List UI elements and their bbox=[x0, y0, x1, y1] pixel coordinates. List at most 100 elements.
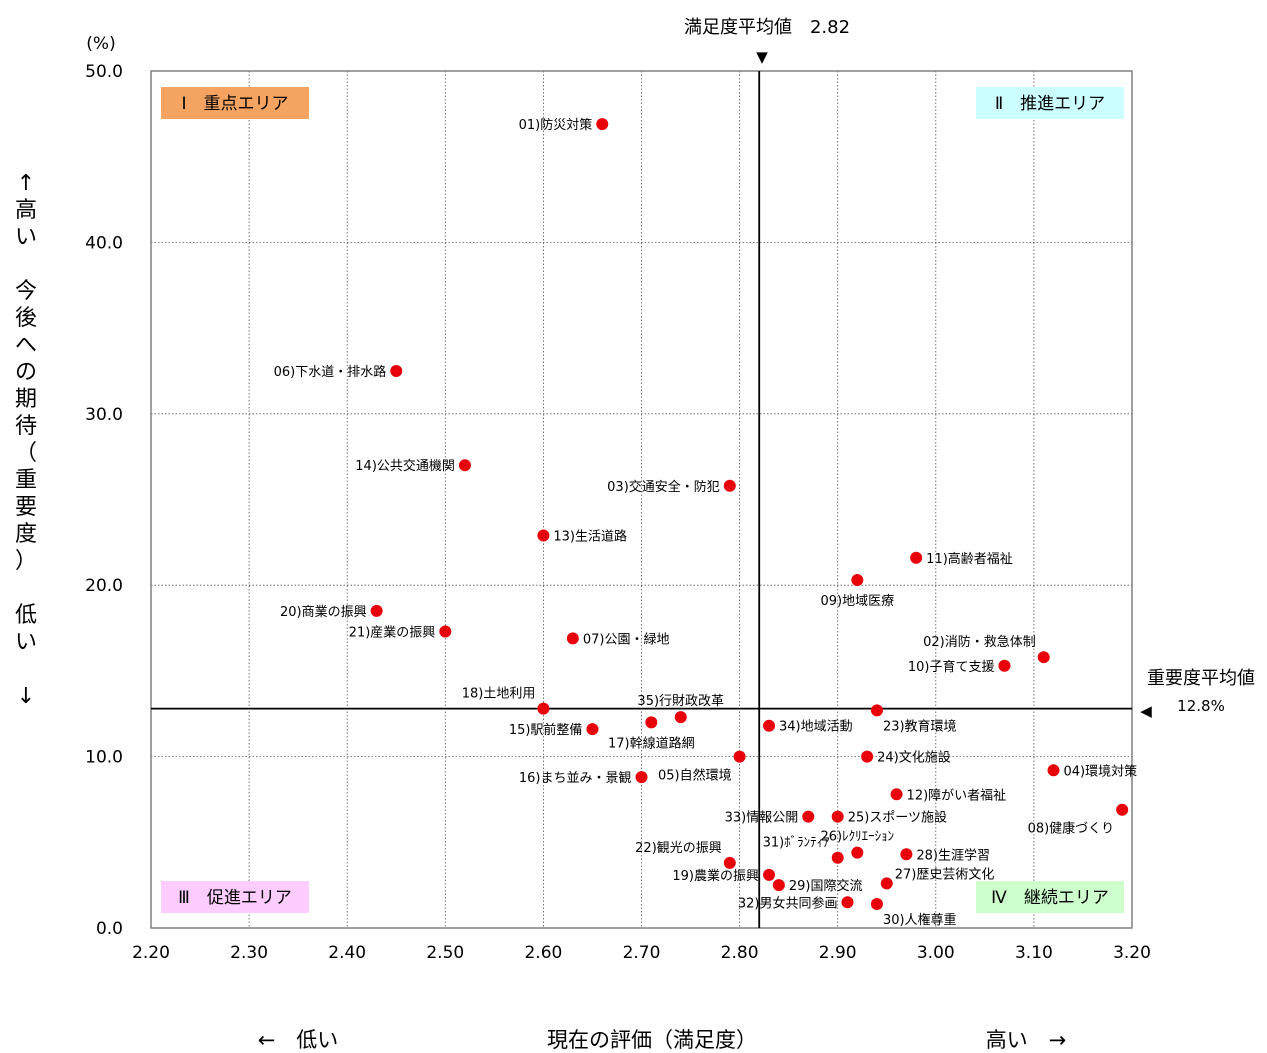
data-points bbox=[370, 118, 1129, 911]
data-point bbox=[674, 711, 687, 724]
data-point bbox=[851, 846, 864, 859]
data-point bbox=[537, 702, 550, 715]
data-point bbox=[861, 750, 874, 763]
point-label: 12)障がい者福祉 bbox=[907, 788, 1007, 803]
y-axis-title-char: 期 bbox=[15, 387, 37, 412]
data-point bbox=[390, 364, 403, 377]
point-label: 15)駅前整備 bbox=[509, 722, 583, 738]
mean-lines bbox=[151, 71, 1132, 928]
y-axis-title-char: 後 bbox=[15, 306, 37, 331]
quadrant-label: Ⅱ 推進エリア bbox=[995, 94, 1105, 114]
quadrant-label: Ⅰ 重点エリア bbox=[181, 94, 288, 114]
data-point bbox=[802, 810, 815, 823]
y-tick-label: 10.0 bbox=[85, 748, 123, 768]
data-point bbox=[733, 750, 746, 763]
x-axis-title: 現在の評価（満足度） bbox=[547, 1028, 757, 1052]
data-point bbox=[880, 877, 893, 890]
x-tick-label: 2.30 bbox=[230, 943, 268, 963]
point-label: 23)教育環境 bbox=[883, 718, 957, 734]
point-label: 09)地域医療 bbox=[821, 594, 895, 609]
data-point bbox=[870, 898, 883, 911]
point-label: 21)産業の振興 bbox=[349, 624, 436, 640]
y-axis-title-char: 低 bbox=[15, 603, 37, 628]
x-tick-label: 2.60 bbox=[524, 943, 562, 963]
mean-x-marker: ▼ bbox=[756, 48, 768, 66]
x-tick-label: 2.80 bbox=[721, 943, 759, 963]
data-point bbox=[831, 851, 844, 864]
grid-lines bbox=[151, 71, 1132, 928]
quadrant-box bbox=[976, 881, 1124, 913]
data-point bbox=[772, 879, 785, 892]
point-label: 24)文化施設 bbox=[877, 750, 951, 766]
data-point bbox=[458, 459, 471, 472]
plot-area-frame bbox=[150, 70, 1133, 929]
y-axis-title-char: ↓ bbox=[17, 684, 35, 709]
x-low-label: ← 低い bbox=[258, 1028, 339, 1052]
data-point bbox=[870, 704, 883, 717]
point-label: 01)防災対策 bbox=[519, 117, 593, 133]
point-label: 20)商業の振興 bbox=[280, 604, 367, 620]
point-label: 25)スポーツ施設 bbox=[848, 810, 947, 826]
data-point bbox=[831, 810, 844, 823]
data-point bbox=[370, 604, 383, 617]
point-label: 04)環境対策 bbox=[1064, 763, 1138, 779]
point-label: 10)子育て支援 bbox=[908, 659, 995, 675]
data-point bbox=[851, 574, 864, 587]
data-point bbox=[841, 896, 854, 909]
point-label: 13)生活道路 bbox=[553, 528, 627, 544]
point-label: 19)農業の振興 bbox=[672, 868, 759, 884]
y-tick-label: 50.0 bbox=[85, 62, 123, 82]
y-axis-title-char: 待 bbox=[15, 414, 37, 439]
point-label: 29)国際交流 bbox=[789, 878, 863, 894]
y-axis-title-char: 要 bbox=[15, 495, 37, 520]
mean-x-label: 満足度平均値 2.82 bbox=[684, 17, 850, 38]
data-point bbox=[1047, 764, 1060, 777]
point-label: 32)男女共同参画 bbox=[738, 895, 838, 911]
data-point bbox=[596, 118, 609, 131]
point-label: 26)ﾚｸﾘｴｰｼｮﾝ bbox=[821, 830, 895, 845]
data-point bbox=[723, 856, 736, 869]
y-tick-label: 40.0 bbox=[85, 233, 123, 253]
data-point bbox=[723, 479, 736, 492]
point-label: 16)まち並み・景観 bbox=[519, 771, 632, 786]
x-tick-labels: 2.20 2.30 2.40 2.50 2.60 2.70 2.80 2.90 3.00 3.10… bbox=[132, 943, 1151, 963]
x-tick-label: 2.40 bbox=[328, 943, 366, 963]
y-axis-title-char: （ bbox=[15, 441, 37, 466]
data-point bbox=[998, 659, 1011, 672]
quadrant-label: Ⅲ 促進エリア bbox=[178, 888, 292, 908]
x-tick-label: 2.70 bbox=[623, 943, 661, 963]
quadrant-labels: Ⅰ 重点エリア Ⅱ 推進エリア Ⅲ 促進エリア Ⅳ 継続エリア bbox=[161, 87, 1124, 913]
point-label: 28)生涯学習 bbox=[916, 847, 990, 863]
data-point bbox=[763, 868, 776, 881]
y-axis-title-char: へ bbox=[15, 333, 37, 358]
mean-y-label: 重要度平均値 bbox=[1147, 668, 1255, 689]
y-tick-label: 30.0 bbox=[85, 405, 123, 425]
data-point bbox=[763, 719, 776, 732]
data-point bbox=[537, 529, 550, 542]
x-tick-label: 2.90 bbox=[819, 943, 857, 963]
point-label: 11)高齢者福祉 bbox=[926, 551, 1013, 567]
point-label: 35)行財政改革 bbox=[637, 694, 724, 709]
y-axis-title-char: ↑ bbox=[17, 171, 35, 196]
y-unit-label: (%) bbox=[86, 34, 115, 54]
quadrant-box bbox=[161, 881, 309, 913]
y-axis-title-char: ） bbox=[15, 549, 37, 574]
y-axis-title-char: い bbox=[15, 630, 37, 655]
data-point bbox=[1116, 803, 1129, 816]
point-label: 31)ﾎﾞﾗﾝﾃｨｱ bbox=[763, 836, 831, 851]
quadrant-box bbox=[161, 87, 309, 119]
quadrant-label: Ⅳ 継続エリア bbox=[991, 888, 1109, 908]
y-axis-title-char: 高 bbox=[15, 198, 37, 223]
y-tick-label: 20.0 bbox=[85, 576, 123, 596]
y-axis-title-char: 重 bbox=[15, 468, 37, 493]
data-point bbox=[910, 551, 923, 564]
mean-y-value-label: 12.8% bbox=[1177, 697, 1225, 715]
point-label: 08)健康づくり bbox=[1028, 821, 1115, 837]
point-label: 22)観光の振興 bbox=[635, 841, 722, 856]
data-point bbox=[439, 625, 452, 638]
point-labels: 01)防災対策 02)消防・救急体制 03)交通安全・防犯 04)環境対策 05)自然環… bbox=[274, 117, 1138, 928]
data-point bbox=[645, 716, 658, 729]
y-tick-label: 0.0 bbox=[96, 919, 123, 939]
x-tick-label: 2.50 bbox=[426, 943, 464, 963]
